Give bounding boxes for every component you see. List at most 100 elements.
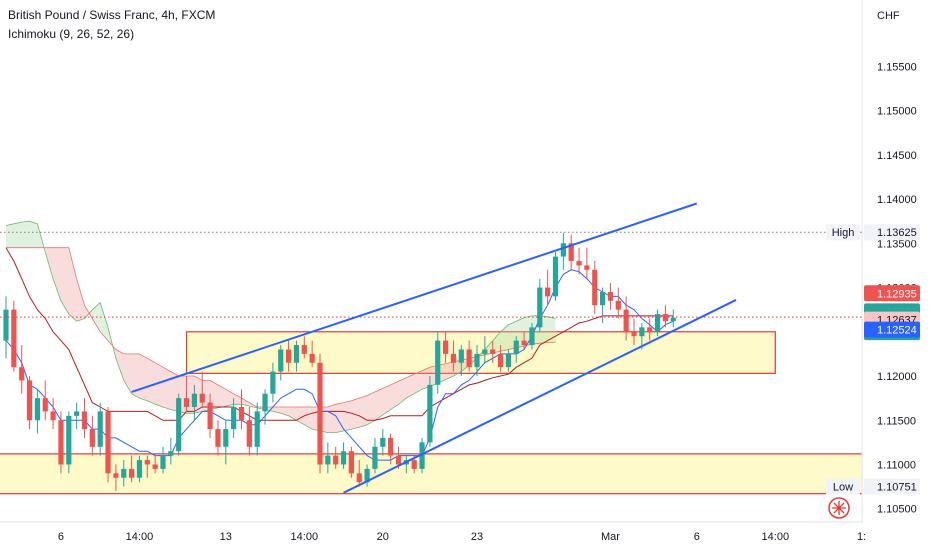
candle bbox=[490, 349, 496, 354]
cloud-segment bbox=[406, 374, 415, 399]
price-axis-unit: CHF bbox=[877, 10, 900, 22]
time-tick-label: 14:00 bbox=[762, 531, 790, 543]
cloud-segment bbox=[422, 367, 430, 390]
candle bbox=[631, 331, 637, 337]
badge-129-value: 1.12935 bbox=[877, 288, 917, 300]
candle bbox=[317, 362, 323, 465]
candle bbox=[521, 340, 527, 346]
tradingview-logo-icon[interactable] bbox=[828, 497, 850, 519]
low-label-badge-value: 1.10751 bbox=[877, 482, 917, 494]
cloud-segment bbox=[76, 278, 85, 322]
candle bbox=[458, 349, 464, 363]
price-tick-label: 1.15000 bbox=[877, 106, 917, 118]
cloud-segment bbox=[343, 400, 352, 431]
candle bbox=[513, 340, 519, 354]
high-label-badge-value-bg bbox=[864, 224, 920, 241]
candle bbox=[466, 349, 472, 368]
time-tick-label: 20 bbox=[377, 531, 389, 543]
price-tick-label: 1.14500 bbox=[877, 150, 917, 162]
cloud-segment bbox=[445, 361, 454, 380]
candle bbox=[348, 451, 354, 474]
cloud-segment bbox=[6, 223, 14, 248]
candle bbox=[395, 455, 402, 465]
cloud-segment bbox=[382, 384, 391, 415]
indicator-label[interactable]: Ichimoku (9, 26, 52, 26) bbox=[8, 27, 135, 41]
cloud-segment bbox=[359, 395, 368, 428]
candle bbox=[600, 291, 606, 306]
cloud-segment bbox=[155, 362, 163, 407]
cloud-segment bbox=[374, 388, 383, 421]
candle bbox=[254, 411, 260, 447]
cloud-segment bbox=[53, 247, 61, 301]
candle bbox=[340, 451, 347, 465]
cloud-segment bbox=[390, 381, 399, 410]
candle bbox=[105, 411, 111, 474]
cloud-segment bbox=[210, 380, 218, 410]
low-label-badge-value-bg bbox=[864, 478, 920, 495]
high-label-badge-value: 1.13625 bbox=[877, 227, 917, 239]
candle bbox=[293, 345, 300, 363]
candle bbox=[615, 300, 621, 310]
candle bbox=[11, 309, 17, 368]
cloud-span-b-line bbox=[6, 247, 556, 408]
candle bbox=[670, 317, 676, 322]
cloud-segment bbox=[327, 404, 336, 433]
candle bbox=[34, 398, 40, 421]
candle bbox=[286, 349, 292, 363]
price-tick-label: 1.11000 bbox=[877, 459, 916, 471]
candle bbox=[356, 473, 362, 483]
candle bbox=[278, 349, 284, 372]
cloud-segment bbox=[492, 331, 501, 354]
candle bbox=[623, 309, 629, 332]
candle bbox=[42, 398, 48, 412]
cloud-span-a-line bbox=[5, 220, 556, 433]
time-tick-label: 1: bbox=[857, 531, 866, 543]
candle bbox=[262, 393, 268, 412]
cloud-segment bbox=[100, 302, 109, 341]
cloud-segment bbox=[131, 353, 140, 399]
candle bbox=[607, 291, 614, 301]
high-label-badge-label-bg bbox=[826, 224, 860, 241]
candle bbox=[411, 460, 417, 469]
candle bbox=[66, 415, 72, 465]
cloud-segment bbox=[123, 353, 132, 394]
badge-1252 bbox=[864, 321, 920, 338]
cloud-segment bbox=[21, 221, 30, 248]
cloud-segment bbox=[414, 370, 423, 394]
cloud-segment bbox=[304, 406, 313, 430]
candle bbox=[654, 314, 661, 332]
candle bbox=[388, 437, 394, 456]
chart-title: British Pound / Swiss Franc, 4h, FXCM bbox=[8, 8, 216, 22]
candle bbox=[3, 309, 9, 341]
plot-area bbox=[0, 220, 862, 495]
price-tick-label: 1.13500 bbox=[877, 238, 917, 250]
candle bbox=[325, 455, 331, 465]
candle bbox=[144, 460, 150, 465]
cloud-segment bbox=[147, 358, 156, 405]
candle bbox=[333, 455, 339, 465]
cloud-segment bbox=[60, 247, 69, 315]
candle bbox=[497, 353, 504, 368]
cloud-segment bbox=[163, 367, 171, 410]
candle bbox=[309, 353, 315, 363]
time-tick-label: 13 bbox=[220, 531, 232, 543]
time-tick-label: Mar bbox=[601, 531, 620, 543]
cloud-segment bbox=[115, 349, 124, 381]
cloud-segment bbox=[500, 324, 509, 352]
cloud-segment bbox=[241, 398, 250, 407]
time-tick-label: 14:00 bbox=[291, 531, 319, 543]
candle bbox=[19, 367, 25, 381]
badge-129 bbox=[864, 285, 920, 302]
channel-lower-line bbox=[343, 299, 737, 494]
candle bbox=[301, 345, 307, 354]
candle bbox=[215, 429, 221, 447]
low-label-badge-label-bg bbox=[826, 478, 860, 495]
candle bbox=[223, 429, 229, 447]
time-tick-label: 14:00 bbox=[126, 531, 154, 543]
cloud-segment bbox=[296, 406, 305, 425]
candle bbox=[505, 353, 511, 368]
cloud-segment bbox=[29, 221, 38, 248]
candle bbox=[474, 353, 480, 368]
